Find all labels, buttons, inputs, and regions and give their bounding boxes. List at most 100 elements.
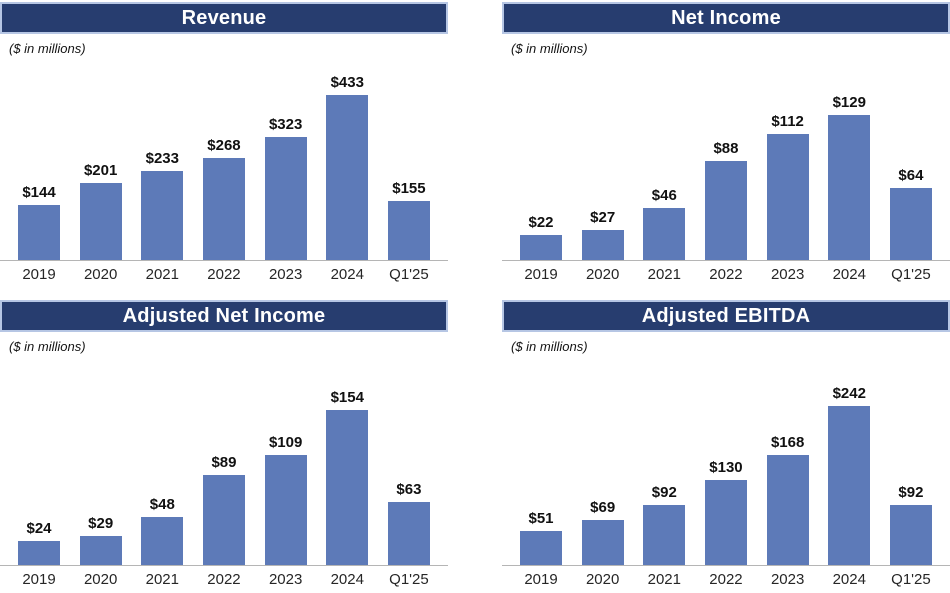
bar	[828, 406, 871, 565]
chart-title: Revenue	[181, 7, 267, 29]
bar	[581, 230, 624, 260]
chart-x-axis-labels: 2019 2020 2021 2022 2023 2024 Q1'25	[502, 571, 950, 589]
bar	[828, 115, 871, 260]
bar-value-label: $27	[590, 209, 616, 226]
bar	[18, 205, 60, 260]
bar-cell: $129	[820, 95, 878, 260]
bar-value-label: $233	[145, 150, 179, 167]
bar-value-label: $89	[211, 454, 237, 471]
bar-value-label: $155	[392, 180, 426, 197]
chart-title: Adjusted Net Income	[122, 305, 326, 327]
bar-cell: $201	[72, 163, 130, 260]
bar-value-label: $144	[22, 184, 56, 201]
bar-cell: $63	[380, 482, 438, 565]
bar-value-label: $154	[330, 389, 364, 406]
x-axis-tick-label: 2021	[145, 571, 179, 588]
bar-value-label: $92	[898, 484, 924, 501]
bar	[264, 137, 307, 260]
bar	[643, 505, 686, 565]
x-axis-tick-label: 2020	[83, 571, 118, 588]
x-axis-tick-label: 2020	[585, 571, 620, 588]
chart-title: Adjusted EBITDA	[641, 305, 811, 327]
x-axis-tick-label: 2024	[330, 266, 364, 283]
bar-value-label: $129	[832, 94, 866, 111]
bar	[581, 520, 624, 565]
chart-plot-area: $24 $29 $48 $89 $109 $154 $63	[0, 355, 448, 566]
bar	[141, 171, 184, 260]
bar-value-label: $268	[207, 137, 241, 154]
x-axis-tick-label: 2020	[83, 266, 118, 283]
bar-cell: $46	[635, 188, 693, 260]
x-axis-tick-label: 2022	[207, 266, 241, 283]
bar-value-label: $433	[330, 74, 364, 91]
x-axis-tick-label: 2024	[832, 571, 866, 588]
x-axis-tick-label: 2021	[647, 266, 681, 283]
chart-panel-net-income: Net Income ($ in millions) $22 $27 $46 $88 $…	[502, 2, 950, 284]
x-axis-tick-label: Q1'25	[389, 571, 429, 588]
x-axis-tick-label: Q1'25	[389, 266, 429, 283]
bar-cell: $69	[574, 500, 632, 565]
chart-title-banner: Net Income	[502, 2, 950, 34]
bar-value-label: $24	[26, 520, 52, 537]
bar	[520, 531, 562, 565]
bar	[704, 161, 747, 260]
x-axis-tick-label: 2020	[585, 266, 620, 283]
bar-cell: $433	[318, 75, 376, 260]
bar-value-label: $22	[528, 214, 554, 231]
x-axis-tick-label: 2023	[268, 571, 303, 588]
bar-cell: $51	[512, 511, 570, 565]
x-axis-tick-label: 2022	[709, 571, 743, 588]
bar	[766, 134, 809, 260]
bar-value-label: $92	[651, 484, 677, 501]
x-axis-tick-label: 2023	[770, 571, 805, 588]
x-axis-tick-label: 2022	[207, 571, 241, 588]
chart-plot-area: $144 $201 $233 $268 $323 $433 $155	[0, 57, 448, 261]
chart-panel-revenue: Revenue ($ in millions) $144 $201 $233 $268…	[0, 2, 448, 284]
bar-cell: $92	[635, 485, 693, 565]
x-axis-tick-label: 2024	[832, 266, 866, 283]
chart-title-banner: Revenue	[0, 2, 448, 34]
bar-cell: $109	[257, 435, 315, 565]
bar-cell: $92	[882, 485, 940, 565]
chart-plot-area: $22 $27 $46 $88 $112 $129 $64	[502, 57, 950, 261]
chart-row-top: Revenue ($ in millions) $144 $201 $233 $268…	[0, 2, 950, 284]
bar	[202, 475, 245, 565]
chart-x-axis-labels: 2019 2020 2021 2022 2023 2024 Q1'25	[0, 571, 448, 589]
x-axis-tick-label: 2019	[22, 571, 56, 588]
bar	[79, 536, 122, 565]
bar-cell: $48	[133, 497, 191, 565]
bar-value-label: $29	[88, 515, 114, 532]
bar-cell: $130	[697, 460, 755, 565]
bar	[387, 502, 430, 565]
bar	[264, 455, 307, 565]
bar-cell: $154	[318, 390, 376, 565]
bar	[520, 235, 562, 260]
x-axis-tick-label: 2019	[524, 266, 558, 283]
bar	[141, 517, 184, 565]
bar-cell: $168	[759, 435, 817, 565]
bar-value-label: $64	[898, 167, 924, 184]
bar-cell: $64	[882, 168, 940, 260]
x-axis-tick-label: 2021	[145, 266, 179, 283]
bar-cell: $323	[257, 117, 315, 260]
bar	[326, 95, 369, 260]
bar-value-label: $88	[713, 140, 739, 157]
x-axis-tick-label: Q1'25	[891, 266, 931, 283]
bar-value-label: $48	[149, 496, 175, 513]
bar-value-label: $130	[709, 459, 743, 476]
chart-x-axis-labels: 2019 2020 2021 2022 2023 2024 Q1'25	[502, 266, 950, 284]
chart-title: Net Income	[671, 7, 781, 29]
bar	[889, 188, 932, 260]
bar-value-label: $201	[83, 162, 118, 179]
bar	[79, 183, 122, 260]
chart-plot-area: $51 $69 $92 $130 $168 $242 $92	[502, 355, 950, 566]
chart-subtitle: ($ in millions)	[511, 339, 588, 354]
bar-value-label: $168	[770, 434, 805, 451]
bar-cell: $268	[195, 138, 253, 260]
bar	[889, 505, 932, 565]
chart-subtitle: ($ in millions)	[511, 41, 588, 56]
bar	[202, 158, 245, 260]
bar-cell: $233	[133, 151, 191, 260]
chart-panel-adjusted-ebitda: Adjusted EBITDA ($ in millions) $51 $69 $9…	[502, 300, 950, 589]
